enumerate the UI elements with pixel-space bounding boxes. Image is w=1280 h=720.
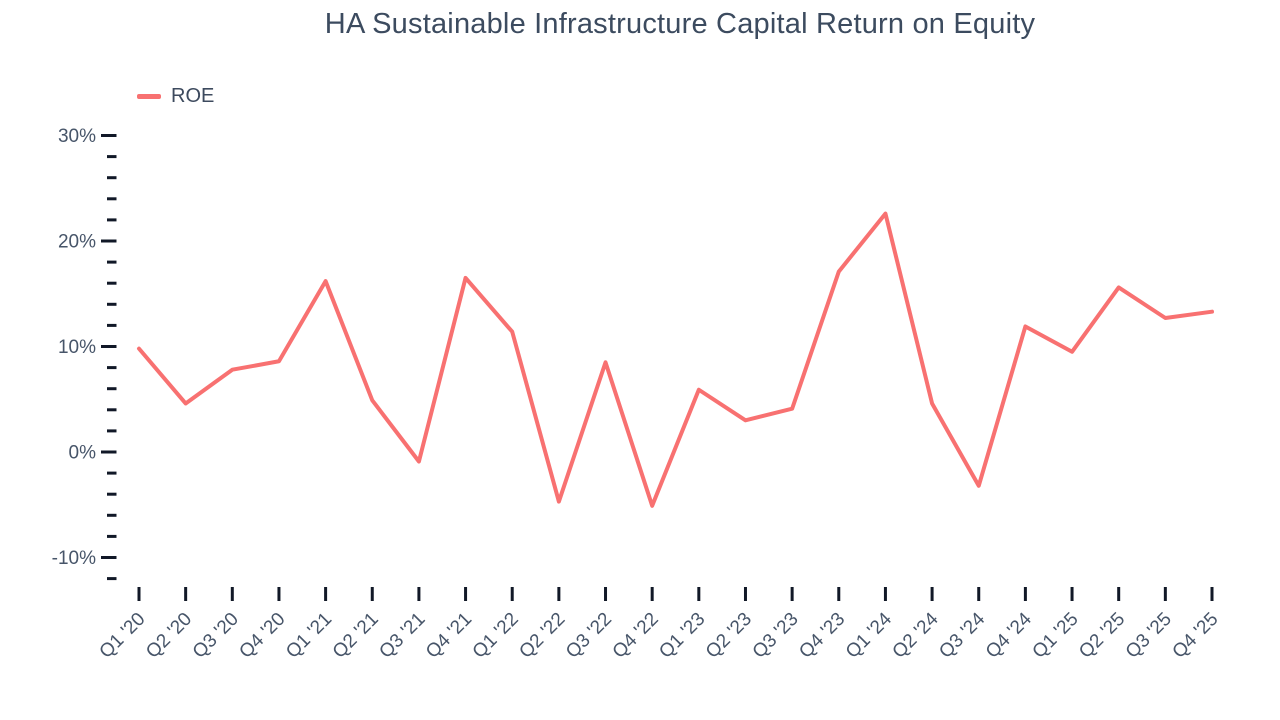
- x-axis-tick-label: Q1 '22: [469, 609, 523, 663]
- x-axis-tick-label: Q1 '25: [1029, 609, 1083, 663]
- chart-title: HA Sustainable Infrastructure Capital Re…: [324, 8, 1036, 40]
- x-axis-tick-label: Q3 '22: [562, 609, 616, 663]
- series-line-roe: [137, 211, 1214, 508]
- x-axis-tick-label: Q4 '23: [795, 609, 849, 663]
- x-axis-tick-label: Q3 '23: [749, 609, 803, 663]
- y-axis-tick-label: -10%: [52, 548, 96, 569]
- x-axis-tick-label: Q3 '20: [189, 609, 243, 663]
- x-axis-tick-label: Q3 '24: [935, 608, 989, 662]
- y-axis-tick-label: 20%: [58, 232, 96, 253]
- x-axis-tick-label: Q4 '24: [982, 608, 1036, 662]
- x-axis-tick-label: Q4 '21: [422, 609, 476, 663]
- x-axis-tick-label: Q3 '25: [1122, 609, 1176, 663]
- x-axis-tick-label: Q1 '21: [282, 609, 336, 663]
- x-axis-tick-label: Q2 '25: [1075, 609, 1129, 663]
- x-axis-tick-label: Q4 '20: [235, 609, 289, 663]
- x-axis-tick-label: Q1 '24: [842, 608, 896, 662]
- x-axis-tick-label: Q4 '22: [609, 609, 663, 663]
- x-axis-tick-label: Q2 '20: [142, 609, 196, 663]
- x-axis-tick-label: Q3 '21: [375, 609, 429, 663]
- y-axis-tick-label: 0%: [69, 443, 97, 464]
- x-axis-tick-label: Q2 '22: [515, 609, 569, 663]
- x-axis-tick-label: Q2 '23: [702, 609, 756, 663]
- y-axis-tick-label: 30%: [58, 126, 96, 147]
- x-axis-tick-label: Q4 '25: [1169, 609, 1223, 663]
- y-axis-tick-label: 10%: [58, 337, 96, 358]
- x-axis-tick-label: Q2 '21: [329, 609, 383, 663]
- x-axis-tick-label: Q1 '23: [655, 609, 709, 663]
- legend-label: ROE: [171, 85, 215, 107]
- legend-item-roe[interactable]: ROE: [137, 85, 214, 108]
- legend-swatch-icon: [137, 94, 161, 99]
- x-axis-tick-label: Q2 '24: [889, 608, 943, 662]
- x-axis-tick-label: Q1 '20: [96, 609, 150, 663]
